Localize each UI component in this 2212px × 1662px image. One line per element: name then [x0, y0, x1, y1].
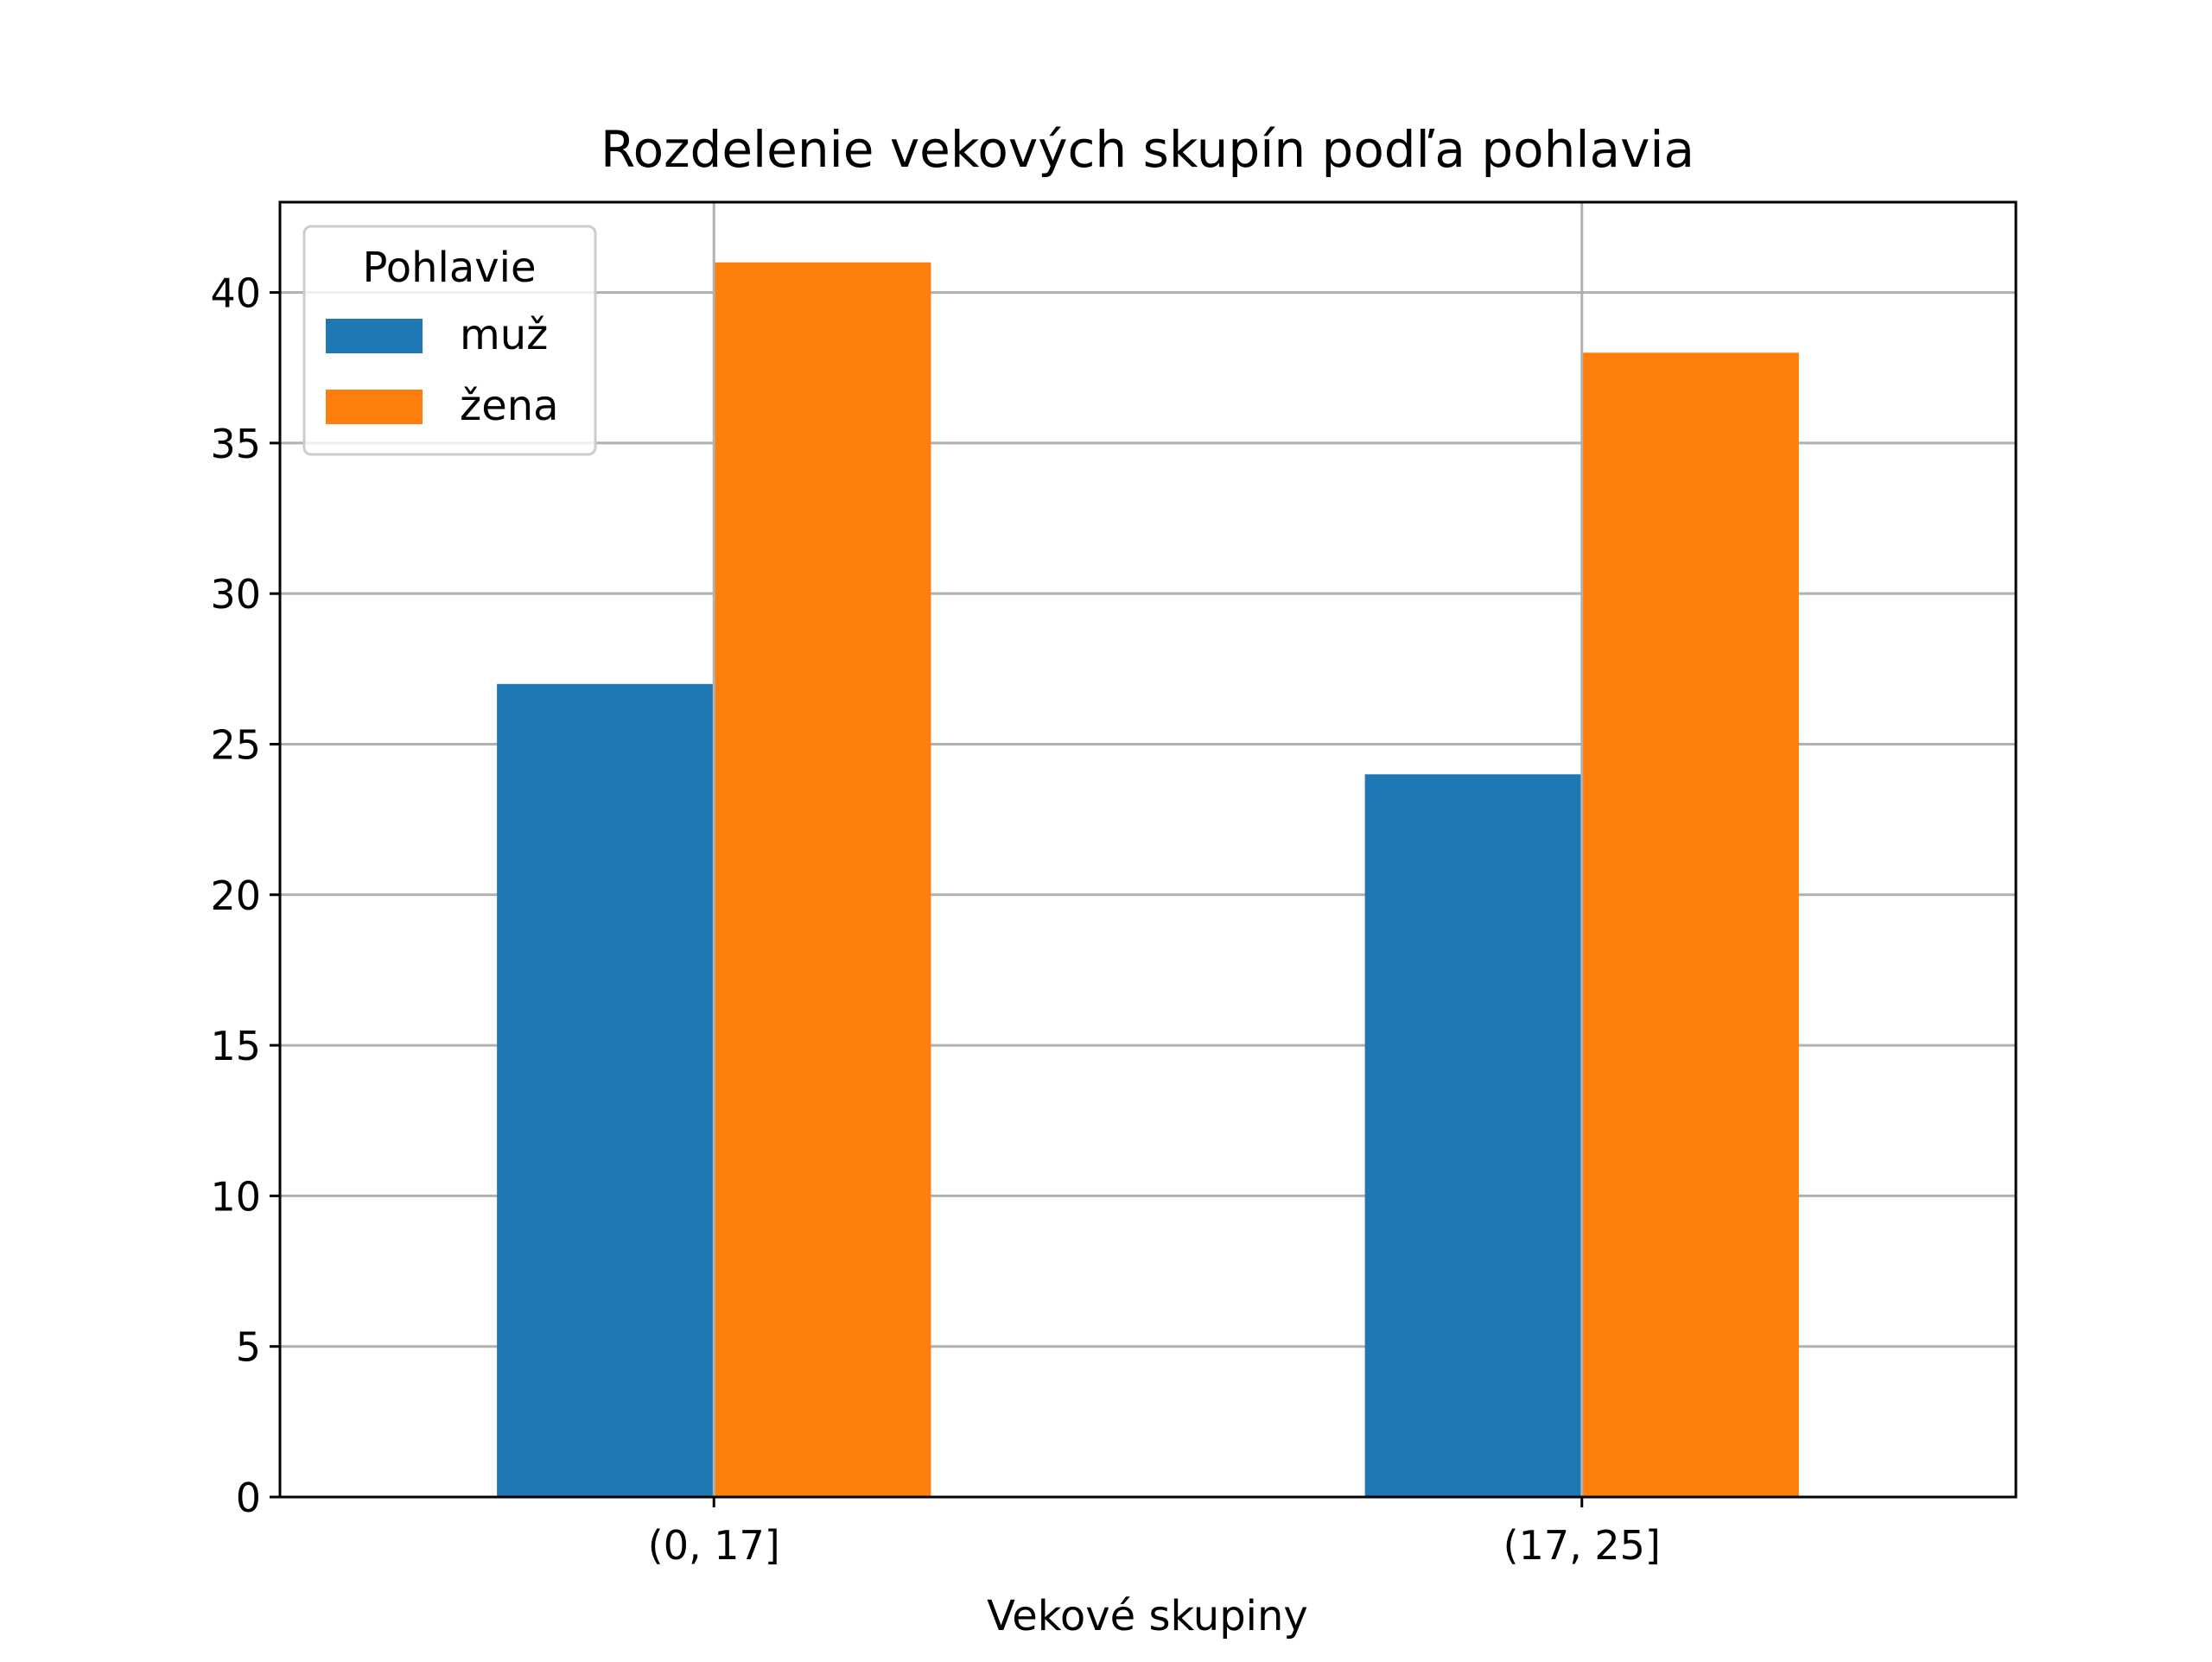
y-axis-ticks: 0 5 10 15 20 25 30 35 40: [210, 270, 280, 1521]
y-tick-label: 0: [236, 1475, 261, 1521]
y-tick-label: 40: [210, 270, 261, 317]
y-tick-label: 5: [236, 1324, 261, 1371]
bar-muž-0: [497, 683, 715, 1497]
x-tick-label: (0, 17]: [648, 1522, 780, 1569]
y-tick-label: 15: [210, 1023, 261, 1069]
x-tick-label: (17, 25]: [1503, 1522, 1661, 1569]
x-grid-lines: [712, 202, 1584, 1497]
y-tick-label: 25: [210, 721, 261, 768]
legend-swatch-žena: [326, 390, 423, 424]
legend-entries: muž žena: [326, 311, 559, 430]
legend: Pohlavie muž žena: [302, 225, 597, 456]
x-axis-label: Vekové skupiny: [987, 1592, 1308, 1640]
bar-žena-1: [1581, 352, 1799, 1497]
plot-frame: [278, 200, 2018, 1499]
chart-title: Rozdelenie vekových skupín podľa pohlavi…: [601, 120, 1694, 179]
bar-muž-1: [1364, 774, 1582, 1497]
y-tick-label: 10: [210, 1173, 261, 1220]
legend-swatch-muž: [326, 319, 423, 353]
legend-label: muž: [460, 311, 548, 359]
y-tick-label: 35: [210, 421, 261, 467]
y-tick-label: 20: [210, 872, 261, 919]
legend-label: žena: [460, 382, 559, 430]
bars: [497, 262, 1799, 1497]
legend-title: Pohlavie: [362, 244, 536, 292]
bar-žena-0: [714, 262, 931, 1497]
y-tick-label: 30: [210, 571, 261, 618]
x-axis-ticks: (0, 17] (17, 25]: [648, 1497, 1661, 1569]
